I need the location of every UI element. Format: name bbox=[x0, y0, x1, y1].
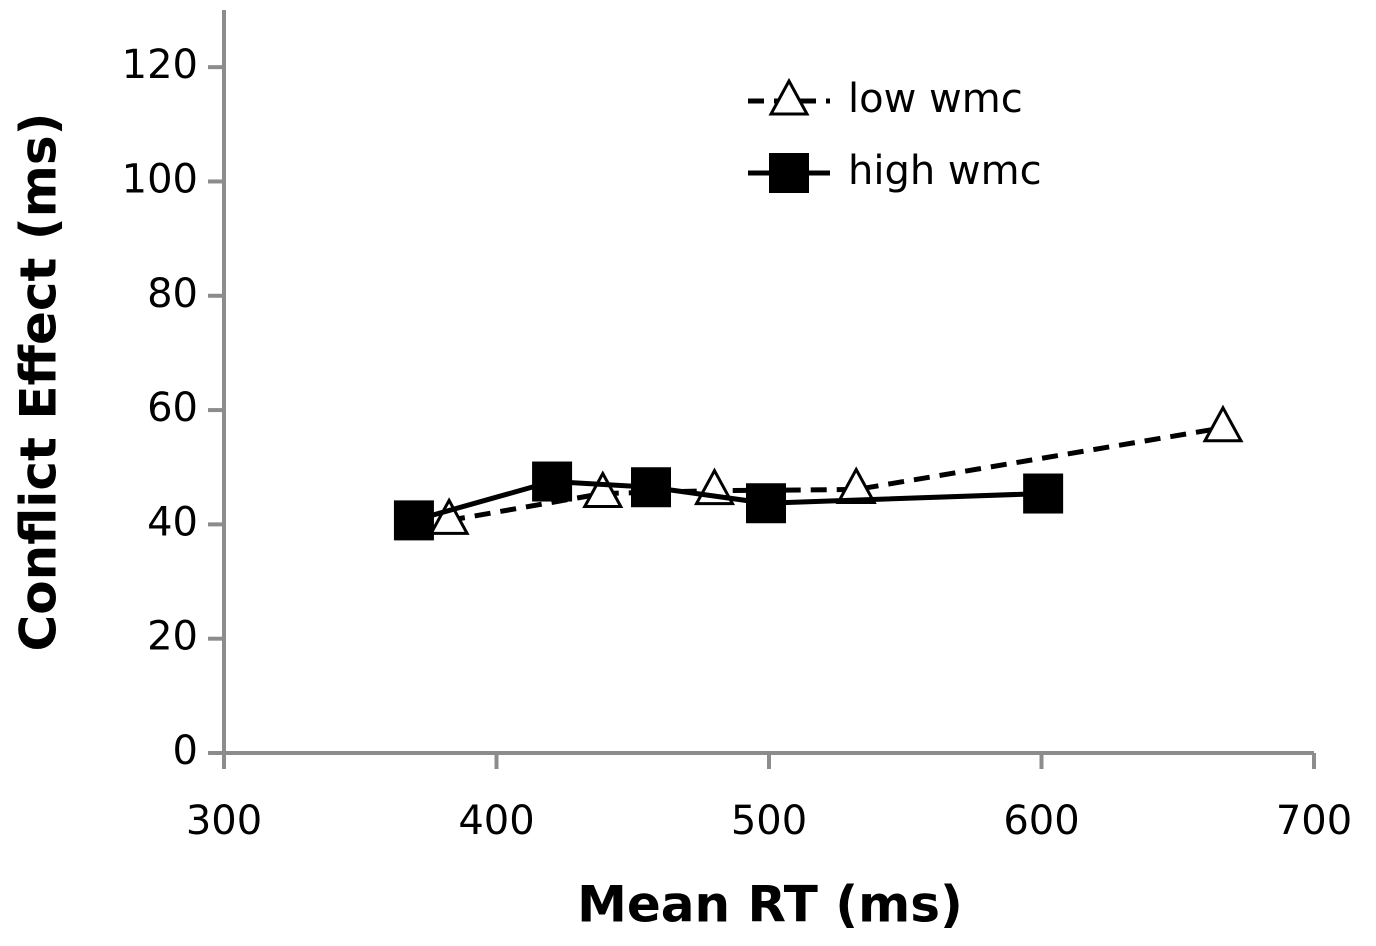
x-tick-label: 500 bbox=[731, 798, 807, 844]
data-point bbox=[393, 500, 434, 541]
data-point bbox=[746, 483, 787, 524]
x-axis-title: Mean RT (ms) bbox=[577, 876, 963, 934]
y-tick-label: 120 bbox=[122, 42, 198, 88]
x-tick-label: 600 bbox=[1003, 798, 1079, 844]
data-point bbox=[582, 470, 624, 509]
x-tick-label: 400 bbox=[458, 798, 534, 844]
x-tick-label: 700 bbox=[1276, 798, 1352, 844]
y-tick-label: 60 bbox=[147, 385, 198, 431]
legend-marker bbox=[768, 77, 810, 116]
y-tick-label: 20 bbox=[147, 614, 198, 660]
data-point bbox=[532, 461, 573, 502]
legend-marker bbox=[769, 153, 809, 193]
data-point bbox=[1023, 473, 1064, 514]
data-point bbox=[428, 497, 470, 535]
y-axis-title: Conflict Effect (ms) bbox=[10, 113, 68, 652]
x-tick-label: 300 bbox=[186, 798, 262, 844]
y-tick-label: 100 bbox=[122, 156, 198, 202]
legend-label: low wmc bbox=[848, 76, 1023, 122]
data-point bbox=[631, 467, 672, 508]
data-point bbox=[1202, 404, 1244, 443]
y-tick-label: 0 bbox=[173, 728, 198, 774]
y-tick-label: 80 bbox=[147, 271, 198, 317]
legend-label: high wmc bbox=[848, 148, 1042, 194]
y-tick-label: 40 bbox=[147, 499, 198, 545]
